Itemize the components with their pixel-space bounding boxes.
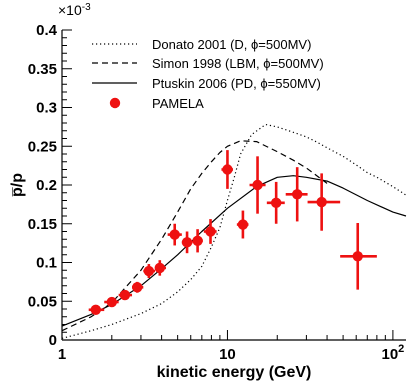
data-marker <box>119 289 131 301</box>
y-multiplier-label: ×10-3 <box>58 2 91 18</box>
data-marker <box>205 226 216 237</box>
y-axis-title: p̅/p <box>9 173 26 197</box>
legend-marker <box>109 97 121 109</box>
axes: 1 10 102 00.050.10.150.20.250.30.350.4 <box>28 22 406 363</box>
data-marker <box>154 262 165 274</box>
x-tick-label-base: 1 <box>58 346 66 363</box>
data-marker <box>270 197 282 209</box>
x-tick-label: 10 <box>219 346 236 363</box>
pamela-data-point <box>221 150 233 189</box>
data-marker <box>132 282 143 293</box>
pamela-data-point <box>104 296 119 308</box>
x-tick-label: 102 <box>381 343 404 363</box>
y-multiplier-base: ×10 <box>58 2 82 18</box>
y-tick-label: 0.15 <box>28 216 57 233</box>
pamela-data-point <box>285 167 308 222</box>
x-tick-label-base: 10 <box>381 346 398 363</box>
y-tick-label: 0.35 <box>28 61 57 78</box>
legend-label: Simon 1998 (LBM, ϕ=500MV) <box>152 56 324 71</box>
data-marker <box>222 164 233 175</box>
y-tick-label: 0.2 <box>36 177 57 194</box>
pamela-data-point <box>236 210 249 239</box>
data-marker <box>352 251 363 262</box>
data-marker <box>292 189 303 200</box>
curve-dotted <box>61 123 407 339</box>
data-marker <box>169 229 180 240</box>
y-tick-label: 0.4 <box>36 22 58 39</box>
pamela-data-point <box>143 264 156 278</box>
pamela-data-point <box>154 260 166 276</box>
x-tick-label-base: 10 <box>219 346 236 363</box>
data-marker <box>106 296 118 308</box>
curve-dashed <box>61 140 328 332</box>
y-multiplier-exponent: -3 <box>82 2 91 13</box>
pamela-data-point <box>340 222 377 290</box>
y-tick-label: 0.1 <box>36 255 57 272</box>
legend-label: Donato 2001 (D, ϕ=500MV) <box>152 37 311 52</box>
pamela-data-point <box>249 156 266 214</box>
y-tick-label: 0 <box>49 332 57 349</box>
pamela-data-point <box>203 219 217 244</box>
x-axis-ticks: 1 10 102 <box>58 330 404 363</box>
legend: Donato 2001 (D, ϕ=500MV) Simon 1998 (LBM,… <box>92 37 324 111</box>
data-marker <box>192 235 203 246</box>
data-marker <box>252 179 263 191</box>
data-marker <box>237 219 249 230</box>
x-tick-label-exponent: 2 <box>398 343 404 355</box>
legend-label: PAMELA <box>152 96 204 111</box>
pamela-data-point <box>192 229 203 253</box>
y-tick-label: 0.05 <box>28 293 57 310</box>
pamela-points <box>88 150 377 315</box>
pamela-data-point <box>266 181 285 224</box>
data-marker <box>90 304 101 315</box>
y-tick-label: 0.25 <box>28 138 57 155</box>
legend-label: Ptuskin 2006 (PD, ϕ=550MV) <box>152 76 321 91</box>
pamela-data-point <box>181 231 193 254</box>
pamela-data-point <box>167 223 182 246</box>
x-axis-title: kinetic energy (GeV) <box>157 364 312 381</box>
y-axis-ticks: 0 0.05 0.1 0.15 0.2 0.25 0.3 0.35 0.4 <box>28 22 72 349</box>
data-marker <box>316 196 327 208</box>
pamela-data-point <box>132 281 144 293</box>
pamela-data-point <box>118 289 133 301</box>
data-marker <box>181 237 193 248</box>
y-tick-label: 0.3 <box>36 100 57 117</box>
data-marker <box>143 265 155 277</box>
pamela-data-point <box>88 304 105 315</box>
pamela-data-point <box>307 173 341 231</box>
x-tick-label: 1 <box>58 346 66 363</box>
